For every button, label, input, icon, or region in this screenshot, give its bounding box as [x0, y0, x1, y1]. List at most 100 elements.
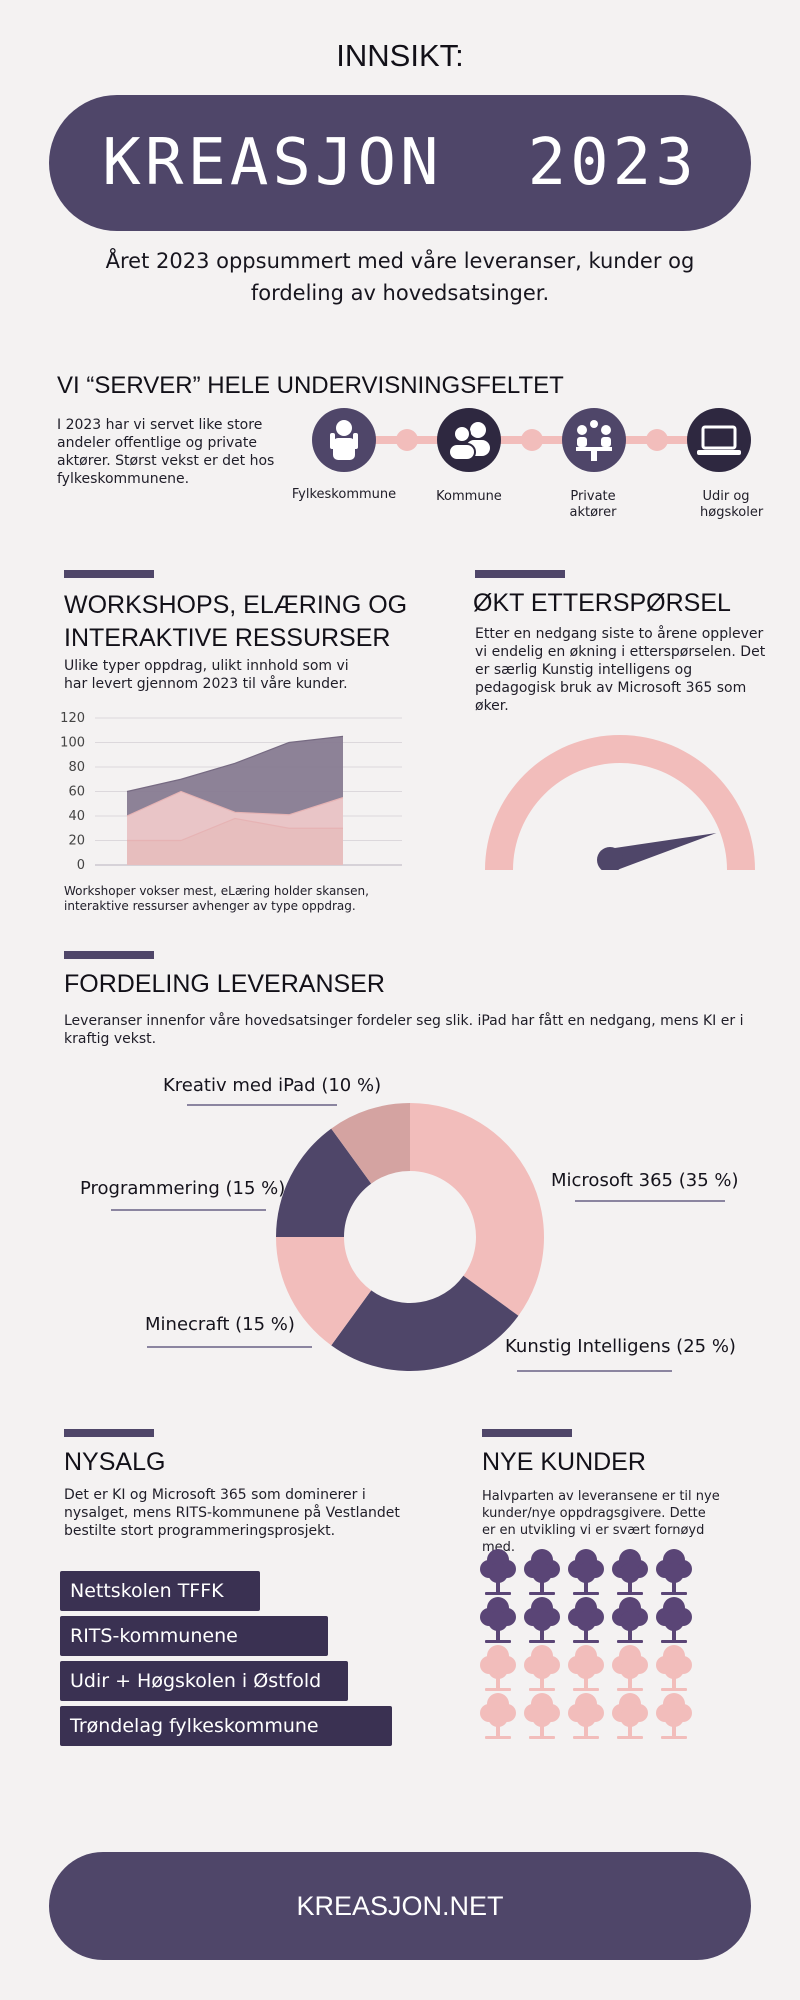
tree-icon	[656, 1693, 692, 1739]
area-chart: 0 20 40 60 80 100 120	[50, 705, 410, 880]
sales-text: Det er KI og Microsoft 365 som dominerer…	[64, 1487, 400, 1539]
customer-icon-grid	[478, 1545, 708, 1745]
demand-title: ØKT ETTERSPØRSEL	[473, 589, 731, 617]
connector-dot	[646, 429, 668, 451]
workshops-title: WORKSHOPS, ELÆRING OG INTERAKTIVE RESSUR…	[64, 589, 407, 655]
node-label-udir: Udir og høgskoler	[700, 489, 764, 520]
client-bar: RITS-kommunene	[60, 1616, 328, 1656]
new-customers-title: NYE KUNDER	[482, 1448, 646, 1476]
accent-bar	[482, 1429, 572, 1437]
gauge-svg	[485, 735, 755, 873]
donut-slice-5	[331, 1103, 410, 1184]
y-tick-label: 100	[60, 736, 85, 751]
intro-text: Året 2023 oppsummert med våre leveranser…	[0, 245, 800, 309]
segment-timeline	[300, 400, 770, 530]
donut-label-ki: Kunstig Intelligens (25 %)	[505, 1336, 736, 1357]
donut-slice-1	[410, 1103, 544, 1316]
tree-icon	[568, 1645, 604, 1691]
series-line-1	[126, 735, 344, 793]
tree-svg	[480, 1549, 692, 1739]
tree-icon	[480, 1549, 516, 1595]
sales-title: NYSALG	[64, 1448, 166, 1476]
donut-leader-line	[147, 1346, 312, 1348]
donut-slice-4	[276, 1128, 372, 1237]
node-label-fylkeskommune: Fylkeskommune	[291, 487, 397, 502]
area-chart-svg: 0 20 40 60 80 100 120	[60, 711, 402, 873]
new-customers-text: Halvparten av leveransene er til nye kun…	[482, 1489, 720, 1555]
tree-icon	[568, 1693, 604, 1739]
tree-icon	[568, 1597, 604, 1643]
accent-bar	[64, 951, 154, 959]
gauge-hub	[597, 847, 623, 873]
donut-leader-line	[187, 1104, 337, 1106]
meeting-icon	[576, 420, 612, 461]
tree-icon	[656, 1645, 692, 1691]
accent-bar	[475, 570, 565, 578]
workshops-title-line-1: WORKSHOPS, ELÆRING OG	[64, 591, 408, 619]
tree-icon	[524, 1597, 560, 1643]
workshops-caption: Workshoper vokser mest, eLæring holder s…	[64, 884, 369, 913]
people-icon	[448, 422, 490, 461]
donut-label-ipad: Kreativ med iPad (10 %)	[163, 1075, 382, 1096]
tree-icon	[480, 1597, 516, 1643]
tree-icon	[524, 1645, 560, 1691]
footer-banner: KREASJON.NET	[49, 1852, 751, 1960]
y-tick-label: 80	[68, 760, 85, 775]
tree-icon	[480, 1645, 516, 1691]
y-tick-label: 0	[77, 858, 85, 873]
serves-text: I 2023 har vi servet like store andeler …	[57, 417, 275, 487]
tree-icon	[612, 1645, 648, 1691]
donut-chart	[270, 1097, 550, 1377]
intro-line-1: Året 2023 oppsummert med våre leveranser…	[105, 249, 695, 273]
tree-icon	[656, 1549, 692, 1595]
connector-dot	[521, 429, 543, 451]
connector-dot	[396, 429, 418, 451]
timeline-graphic	[312, 408, 751, 472]
intro-line-2: fordeling av hovedsatsinger.	[250, 281, 550, 305]
distribution-title: FORDELING LEVERANSER	[64, 970, 385, 998]
title-banner: KREASJON 2023	[49, 95, 751, 231]
series-line-2	[126, 790, 344, 817]
laptop-icon	[697, 425, 741, 455]
page-title: KREASJON 2023	[102, 126, 698, 200]
donut-leader-line	[111, 1209, 266, 1211]
donut-leader-line	[517, 1370, 672, 1372]
tree-icon	[480, 1693, 516, 1739]
donut-svg	[276, 1103, 544, 1371]
donut-label-programmering: Programmering (15 %)	[80, 1178, 286, 1199]
tree-icon	[612, 1693, 648, 1739]
tree-icon	[524, 1693, 560, 1739]
client-bar: Trøndelag fylkeskommune	[60, 1706, 392, 1746]
serves-title: VI “SERVER” HELE UNDERVISNINGSFELTET	[57, 372, 564, 399]
y-tick-label: 120	[60, 711, 85, 726]
tree-icon	[568, 1549, 604, 1595]
kicker: INNSIKT:	[336, 38, 464, 73]
client-bar: Nettskolen TFFK	[60, 1571, 260, 1611]
tree-icon	[656, 1597, 692, 1643]
donut-label-microsoft: Microsoft 365 (35 %)	[551, 1170, 739, 1191]
tree-icon	[524, 1549, 560, 1595]
donut-slice-3	[276, 1237, 372, 1346]
demand-gauge	[470, 720, 770, 873]
y-tick-label: 60	[68, 785, 85, 800]
donut-label-minecraft: Minecraft (15 %)	[145, 1314, 295, 1335]
series-line-3	[127, 817, 343, 842]
area-series-3	[127, 818, 343, 865]
person-icon	[330, 420, 358, 460]
distribution-text: Leveranser innenfor våre hovedsatsinger …	[64, 1013, 744, 1047]
footer-url[interactable]: KREASJON.NET	[296, 1890, 504, 1921]
donut-leader-line	[575, 1200, 725, 1202]
node-label-kommune: Kommune	[436, 489, 502, 504]
gauge-needle	[603, 832, 717, 871]
tree-icon	[612, 1549, 648, 1595]
accent-bar	[64, 570, 154, 578]
node-label-private: Private aktører	[569, 489, 617, 520]
gauge-track	[485, 735, 755, 870]
workshops-text: Ulike typer oppdrag, ulikt innhold som v…	[64, 658, 349, 692]
demand-text: Etter en nedgang siste to årene opplever…	[475, 626, 766, 714]
tree-icon	[612, 1597, 648, 1643]
workshops-title-line-2: INTERAKTIVE RESSURSER	[64, 624, 391, 652]
y-tick-label: 40	[68, 809, 85, 824]
y-tick-label: 20	[68, 834, 85, 849]
donut-slice-2	[331, 1275, 519, 1371]
